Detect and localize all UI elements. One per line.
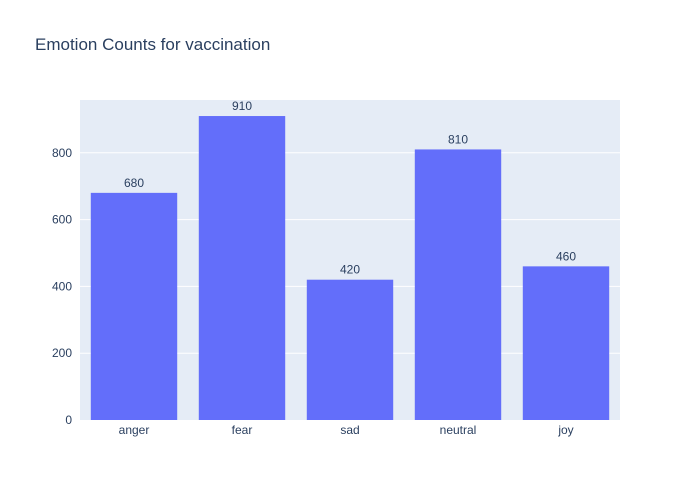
x-tick-label-fear: fear — [232, 423, 253, 437]
x-axis-ticks: anger fear sad neutral joy — [119, 423, 574, 437]
chart-title: Emotion Counts for vaccination — [35, 35, 270, 54]
y-tick-label: 200 — [52, 346, 72, 360]
bars — [90, 116, 610, 421]
x-tick-label-sad: sad — [340, 423, 359, 437]
bar-anger[interactable] — [90, 192, 178, 420]
x-tick-label-joy: joy — [557, 423, 573, 437]
data-label-joy: 460 — [556, 249, 576, 263]
data-label-anger: 680 — [124, 176, 144, 190]
data-label-neutral: 810 — [448, 132, 468, 146]
bar-joy[interactable] — [522, 266, 610, 420]
y-tick-label: 600 — [52, 213, 72, 227]
bar-fear[interactable] — [198, 116, 286, 421]
bar-sad[interactable] — [306, 279, 394, 420]
data-label-sad: 420 — [340, 263, 360, 277]
y-axis-ticks: 0 200 400 600 800 — [52, 146, 72, 427]
y-tick-label: 400 — [52, 279, 72, 293]
y-tick-label: 0 — [65, 413, 72, 427]
bar-neutral[interactable] — [414, 149, 502, 420]
data-labels: 680 910 420 810 460 — [124, 99, 576, 277]
x-tick-label-anger: anger — [119, 423, 150, 437]
x-tick-label-neutral: neutral — [440, 423, 477, 437]
y-tick-label: 800 — [52, 146, 72, 160]
data-label-fear: 910 — [232, 99, 252, 113]
